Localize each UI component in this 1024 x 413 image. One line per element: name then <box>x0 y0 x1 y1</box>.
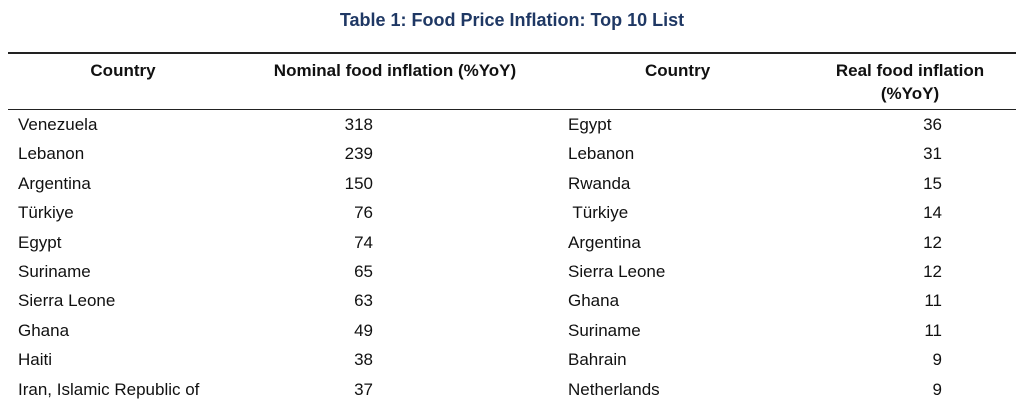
header-country-real: Country <box>645 61 711 80</box>
table-row: Haiti 38 Bahrain 9 <box>0 345 1024 374</box>
real-value-cell: 11 <box>924 320 942 340</box>
real-value-cell: 31 <box>923 144 942 164</box>
table-row: Sierra Leone 63 Ghana 11 <box>0 286 1024 315</box>
real-value-cell: 36 <box>923 115 942 134</box>
real-value-cell: 12 <box>923 261 942 281</box>
nominal-value-cell: 63 <box>354 291 373 311</box>
table-row: Argentina 150 Rwanda 15 <box>0 169 1024 198</box>
header-real-food-inflation: Real food inflation (%YoY) <box>810 59 1010 105</box>
real-value-cell: 14 <box>923 203 942 223</box>
country-nominal-cell: Haiti <box>18 350 53 370</box>
table-row: Lebanon 239 Lebanon 31 <box>0 139 1024 168</box>
country-real-cell: Egypt <box>568 115 612 134</box>
header-real-line2: (%YoY) <box>880 84 940 103</box>
table-body: Venezuela 318 Egypt 36 Lebanon 239 Leban… <box>0 110 1024 404</box>
country-nominal-cell: Ghana <box>18 320 70 340</box>
country-real-cell: Sierra Leone <box>568 261 666 281</box>
country-nominal-cell: Venezuela <box>18 115 98 134</box>
header-nominal-food-inflation: Nominal food inflation (%YoY) <box>273 61 517 80</box>
header-divider-rule <box>8 109 1016 110</box>
country-real-cell: Türkiye <box>568 203 629 223</box>
nominal-value-cell: 38 <box>354 350 373 370</box>
nominal-value-cell: 49 <box>354 320 373 340</box>
table-row: Türkiye 76 Türkiye 14 <box>0 198 1024 227</box>
nominal-value-cell: 76 <box>354 203 373 223</box>
table-title: Table 1: Food Price Inflation: Top 10 Li… <box>339 10 685 30</box>
real-value-cell: 12 <box>923 232 942 252</box>
country-nominal-cell: Lebanon <box>18 144 85 164</box>
nominal-value-cell: 318 <box>344 115 373 134</box>
country-real-cell: Bahrain <box>568 350 627 370</box>
table-row: Egypt 74 Argentina 12 <box>0 228 1024 257</box>
country-real-cell: Ghana <box>568 291 620 311</box>
nominal-value-cell: 150 <box>344 173 373 193</box>
country-real-cell: Suriname <box>568 320 641 340</box>
header-country-nominal: Country <box>90 61 156 80</box>
nominal-value-cell: 239 <box>344 144 373 164</box>
table-top-rule <box>8 52 1016 54</box>
table-row: Ghana 49 Suriname 11 <box>0 316 1024 345</box>
real-value-cell: 11 <box>924 291 942 311</box>
real-value-cell: 9 <box>932 350 942 370</box>
country-nominal-cell: Egypt <box>18 232 62 252</box>
country-nominal-cell: Türkiye <box>18 203 74 223</box>
country-real-cell: Netherlands <box>568 379 660 399</box>
real-value-cell: 9 <box>932 379 942 399</box>
table-row: Suriname 65 Sierra Leone 12 <box>0 257 1024 286</box>
country-real-cell: Lebanon <box>568 144 635 164</box>
country-nominal-cell: Sierra Leone <box>18 291 116 311</box>
nominal-value-cell: 65 <box>354 261 373 281</box>
country-real-cell: Argentina <box>568 232 641 252</box>
country-nominal-cell: Iran, Islamic Republic of <box>18 379 200 399</box>
header-real-line1: Real food inflation <box>835 61 985 80</box>
table-row: Iran, Islamic Republic of 37 Netherlands… <box>0 375 1024 404</box>
country-nominal-cell: Suriname <box>18 261 91 281</box>
table-row: Venezuela 318 Egypt 36 <box>0 110 1024 139</box>
country-nominal-cell: Argentina <box>18 173 91 193</box>
real-value-cell: 15 <box>923 173 942 193</box>
nominal-value-cell: 74 <box>354 232 373 252</box>
nominal-value-cell: 37 <box>354 379 373 399</box>
country-real-cell: Rwanda <box>568 173 631 193</box>
